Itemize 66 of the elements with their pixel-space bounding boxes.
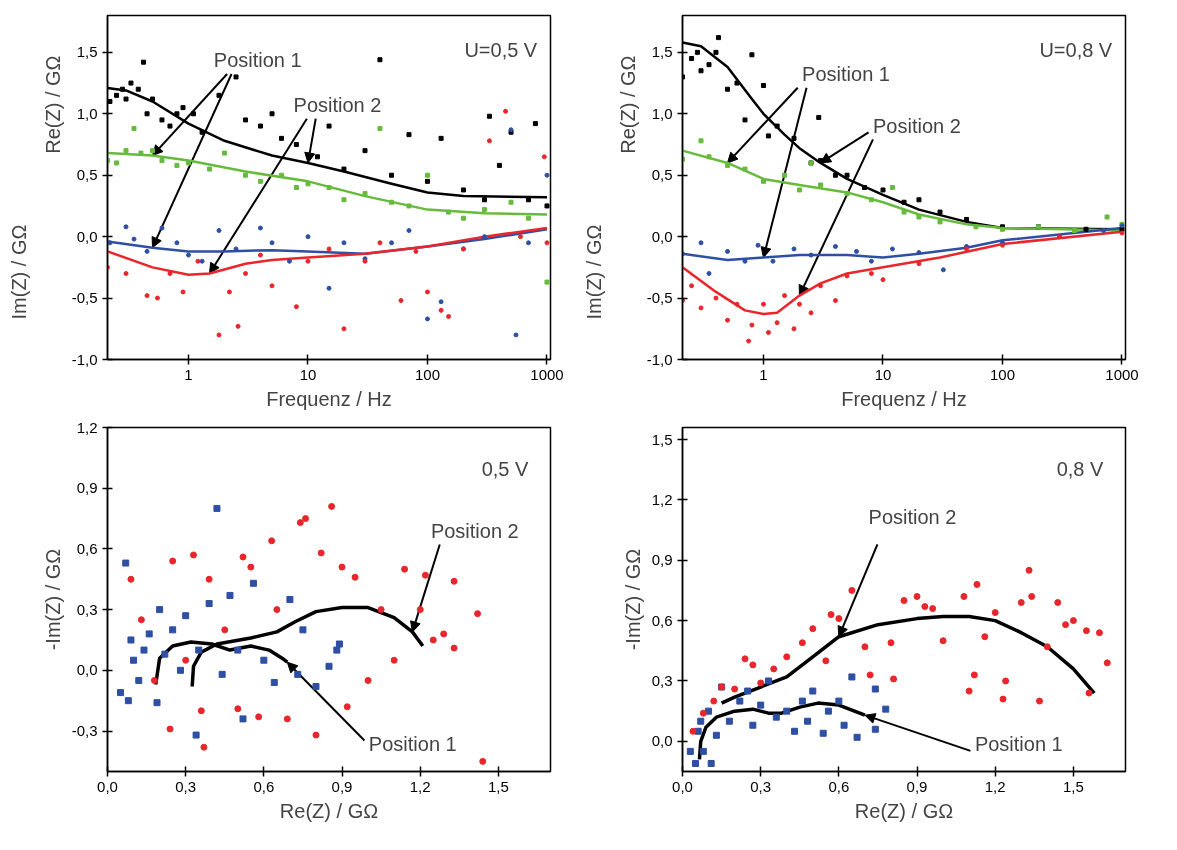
y-tick-label: 1,2 [651,490,673,508]
x-tick-label: 1,5 [487,777,509,795]
x-tick-label: 1 [759,365,768,383]
y-tick-label: 1,0 [76,104,98,122]
y-tick-label: 1,0 [651,104,673,122]
x-tick-label: 10 [874,365,892,383]
text: Im(Z) / GΩ [582,224,605,320]
y-tick-label: 0,0 [651,732,673,750]
x-tick-label: 0,0 [97,777,118,795]
annotation: Position 1 [802,62,890,85]
y-tick-label: 0,6 [76,539,98,557]
y-tick-label: 0,0 [651,227,673,245]
x-tick-label: 1,5 [1062,777,1084,795]
y-tick-label: 0,3 [76,600,98,618]
x-tick-label: 0,6 [828,777,850,795]
x-tick-label: 1 [184,365,193,383]
x-tick-label: 0,3 [175,777,197,795]
y-tick-label: 0,5 [76,166,98,184]
annotation: Position 2 [293,93,382,116]
x-tick-label: 1,2 [409,777,431,795]
y-tick-label: 1,5 [651,43,673,61]
x-tick-label: 10 [299,365,317,383]
annotation: U=0,8 V [1039,38,1113,61]
annotation: Position 2 [868,505,957,528]
x-tick-label: 1000 [1105,365,1139,383]
y-tick-label: 1,5 [76,43,98,61]
x-tick-label: 1000 [530,365,564,383]
y-tick-label: 0,0 [76,227,98,245]
x-tick-label: 1,2 [984,777,1006,795]
y-tick-label: 0,5 [651,166,673,184]
x-tick-label: 100 [989,365,1016,383]
x-tick-label: 100 [414,365,441,383]
x-axis-title: Frequenz / Hz [841,387,967,410]
x-axis-title: Re(Z) / GΩ [279,799,379,822]
y-tick-label: 0,0 [76,661,98,679]
y-tick-label: 1,5 [651,430,673,448]
x-tick-label: 0,9 [906,777,928,795]
y-tick-label: 0,3 [651,671,673,689]
y-axis-title: Re(Z) / GΩ [616,55,639,154]
y-tick-label: 1,2 [76,418,98,436]
annotation: Position 1 [974,732,1063,755]
x-tick-label: 0,3 [750,777,772,795]
x-axis-title: Re(Z) / GΩ [854,799,954,822]
y-tick-label: -1,0 [646,350,673,368]
annotation: 0,8 V [1056,457,1105,480]
annotation: Position 1 [368,732,457,755]
y-axis-title: Re(Z) / GΩ [41,55,64,154]
y-axis-title: -Im(Z) / GΩ [621,548,644,651]
y-tick-label: 0,9 [651,551,673,569]
x-tick-label: 0,0 [672,777,693,795]
x-tick-label: 0,6 [253,777,275,795]
annotation: Position 2 [872,114,961,137]
y-tick-label: -0,5 [646,289,673,307]
x-tick-label: 0,9 [331,777,353,795]
y-tick-label: -1,0 [71,350,98,368]
y-tick-label: -0,3 [71,722,98,740]
y-tick-label: 0,9 [76,479,98,497]
text: Im(Z) / GΩ [7,224,30,320]
y-tick-label: 0,6 [651,611,673,629]
y-axis-title: -Im(Z) / GΩ [41,548,64,651]
annotation: U=0,5 V [464,38,538,61]
annotation: Position 2 [430,519,519,542]
y-tick-label: -0,5 [71,289,98,307]
annotation: 0,5 V [481,457,530,480]
x-axis-title: Frequenz / Hz [266,387,392,410]
annotation: Position 1 [213,49,302,72]
